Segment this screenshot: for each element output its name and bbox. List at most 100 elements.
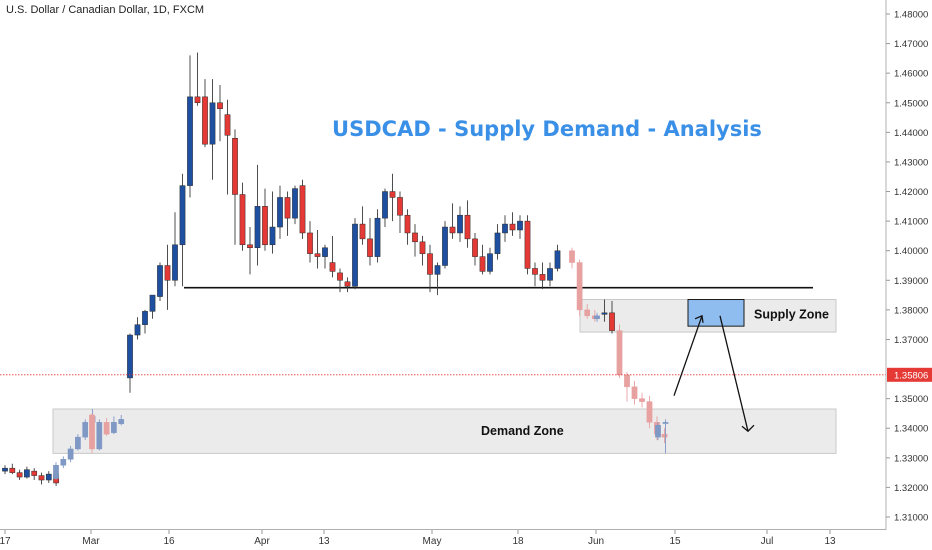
candle-body (494, 232, 501, 254)
x-tick-label: Apr (254, 536, 270, 547)
candle-body (103, 422, 110, 435)
candle (539, 262, 546, 290)
y-tick-label: 1.31000 (894, 513, 928, 524)
y-tick-label: 1.43000 (894, 157, 928, 168)
candle-body (646, 401, 653, 423)
candle (397, 191, 403, 233)
current-price-label-bg (887, 367, 932, 382)
y-tick-label: 1.33000 (894, 453, 928, 464)
candle (111, 416, 117, 435)
candle (202, 79, 208, 148)
candle-body (111, 422, 117, 433)
candle-body (67, 448, 74, 460)
candle-body (344, 281, 351, 287)
candle (655, 422, 661, 441)
candle (382, 188, 388, 228)
candle (38, 472, 45, 485)
candle (662, 419, 669, 454)
candle (624, 372, 630, 402)
candle (601, 299, 608, 322)
candle (82, 419, 89, 441)
y-tick-label: 1.45000 (894, 98, 928, 109)
y-tick-label: 1.47000 (894, 39, 928, 50)
candle-body (149, 294, 156, 312)
candle-body (329, 262, 336, 272)
candle-body (209, 102, 216, 145)
y-tick-label: 1.38000 (894, 305, 928, 316)
candle-body (96, 422, 103, 450)
candle (262, 188, 268, 251)
candle-body (2, 467, 8, 472)
supply-zone-label: Supply Zone (754, 307, 829, 321)
current-price-label: 1.35806 (887, 367, 932, 382)
candle (127, 333, 133, 393)
candle-body (179, 185, 186, 246)
candle (329, 235, 336, 278)
candle-body (217, 102, 223, 109)
candle (103, 417, 110, 436)
candle (194, 52, 201, 106)
candle (479, 244, 486, 275)
candle-body (134, 324, 141, 336)
candle (434, 262, 441, 296)
candle-body (187, 96, 193, 186)
candle (609, 301, 615, 334)
candle (53, 462, 59, 481)
candle (576, 259, 583, 316)
candle (532, 262, 538, 287)
candle-body (292, 188, 298, 219)
candle (584, 303, 591, 319)
candle (157, 262, 163, 302)
candle-body (502, 223, 508, 234)
candle-body (449, 226, 456, 234)
candle-body (472, 238, 478, 257)
candle-body (157, 265, 163, 297)
y-tick-label: 1.41000 (894, 217, 928, 228)
y-tick-label: 1.46000 (894, 69, 928, 80)
candle (442, 221, 448, 269)
current-price-label-text: 1.35806 (894, 370, 928, 381)
demand-zone-label: Demand Zone (481, 424, 564, 438)
candle (164, 244, 171, 310)
candle-body (404, 214, 411, 234)
candle-body (661, 433, 668, 438)
candle-body (262, 206, 268, 246)
candle (254, 164, 261, 266)
candle-body (412, 232, 418, 243)
candle-body (547, 268, 553, 281)
candle (412, 224, 418, 257)
candle-body (314, 253, 321, 257)
candle-body (569, 250, 575, 263)
candle-body (427, 253, 433, 275)
candle-body (239, 194, 246, 246)
candle (9, 463, 16, 475)
candle-body (479, 256, 486, 272)
candle (322, 244, 328, 269)
candle-body (254, 206, 261, 248)
candle-body (442, 226, 448, 266)
candle-body (457, 214, 463, 234)
candle-body (224, 114, 231, 136)
candle-body (594, 315, 600, 320)
candle (419, 235, 426, 266)
candle (502, 215, 508, 242)
candle-body (655, 425, 661, 438)
candle-body (382, 191, 388, 219)
candle (517, 215, 523, 239)
candle-body (397, 197, 403, 216)
candle-body (16, 472, 23, 478)
candle (16, 469, 23, 481)
arrow-up-line (673, 315, 703, 396)
overlay-layer: Supply Zone Demand Zone (481, 299, 829, 438)
candle-body (232, 138, 238, 195)
candle (494, 224, 501, 260)
x-tick-label: 13 (318, 536, 330, 547)
candle-body (576, 262, 583, 311)
candle (187, 55, 193, 198)
candle (359, 206, 366, 245)
candle (487, 247, 493, 275)
candle (284, 191, 291, 236)
candle-body (9, 467, 16, 473)
candle-body (464, 214, 471, 240)
